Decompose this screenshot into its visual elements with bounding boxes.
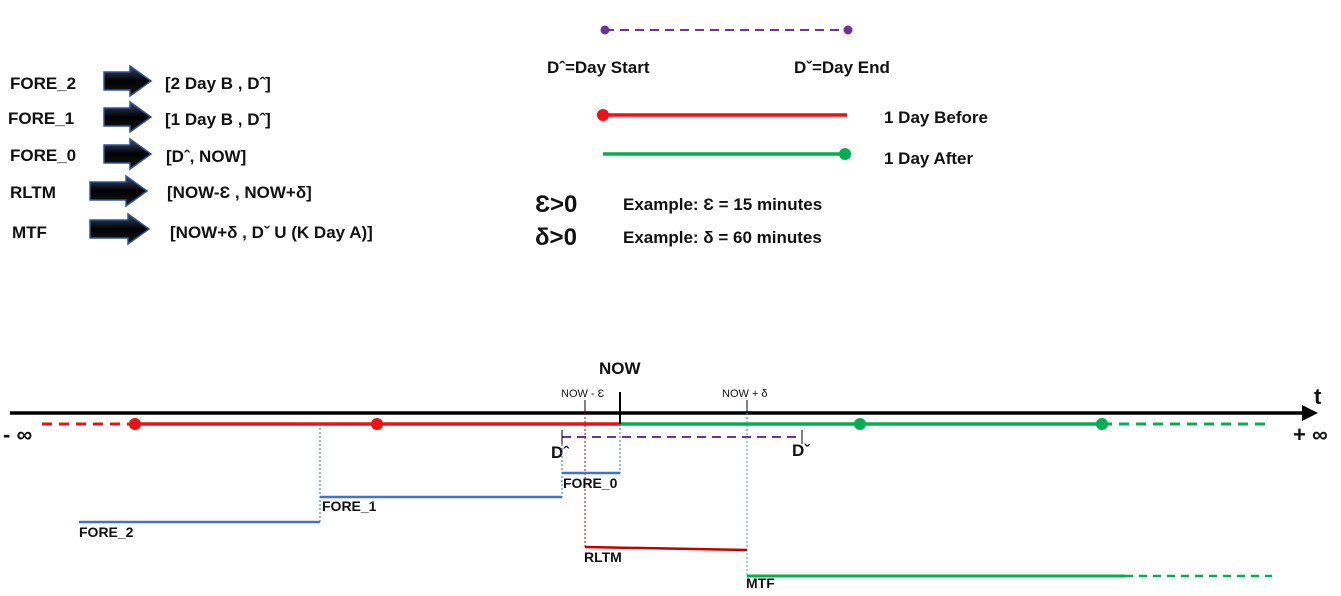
definitions-list: FORE_2 [2 Day B , Dˆ] FORE_1 [1 Day B , …	[8, 64, 373, 246]
now-minus-eps-label: NOW - Ɛ	[561, 388, 605, 400]
definition-rltm: RLTM [NOW-Ɛ , NOW+δ]	[10, 174, 312, 208]
definition-interval: [2 Day B , Dˆ]	[165, 74, 271, 93]
definition-interval: [1 Day B , Dˆ]	[165, 110, 271, 129]
green-dot-1-day-after	[854, 418, 866, 430]
mtf-label: MTF	[746, 575, 775, 591]
day-start-dot	[600, 25, 610, 35]
now-plus-delta-label: NOW + δ	[722, 388, 768, 400]
definition-interval: [Dˆ, NOW]	[166, 147, 246, 166]
definition-name: MTF	[12, 223, 47, 242]
day-end-dot	[843, 25, 853, 35]
definition-interval: [NOW-Ɛ , NOW+δ]	[167, 183, 312, 202]
timeline: t - ∞ + ∞ Dˆ Dˇ NOW NOW - Ɛ NOW + δ	[3, 359, 1328, 591]
red-dot-2-days-before	[129, 418, 141, 430]
fore-1-label: FORE_1	[322, 498, 377, 514]
epsilon-example: Example: Ɛ = 15 minutes	[623, 195, 822, 214]
definition-fore-2: FORE_2 [2 Day B , Dˆ]	[10, 64, 271, 98]
definition-name: RLTM	[10, 183, 56, 202]
day-after-label: 1 Day After	[884, 149, 974, 168]
definition-name: FORE_1	[8, 109, 74, 128]
rltm-bar	[584, 545, 748, 552]
pos-infinity-label: + ∞	[1293, 422, 1328, 447]
delta-condition: δ>0	[535, 224, 577, 251]
red-dot-1-day-before	[371, 418, 383, 430]
day-start-marker-label: Dˆ	[551, 443, 570, 462]
definition-fore-0: FORE_0 [Dˆ, NOW]	[10, 137, 246, 171]
day-end-marker-label: Dˇ	[792, 441, 811, 460]
day-end-label: Dˇ=Day End	[794, 58, 890, 77]
neg-infinity-label: - ∞	[3, 422, 32, 447]
arrow-right-icon	[89, 174, 149, 208]
arrow-right-icon	[89, 212, 151, 246]
fore-0-label: FORE_0	[563, 475, 618, 491]
epsilon-condition: Ɛ>0	[535, 191, 577, 218]
day-before-label: 1 Day Before	[884, 108, 988, 127]
definition-mtf: MTF [NOW+δ , Dˇ U (K Day A)]	[12, 212, 373, 246]
day-start-label: Dˆ=Day Start	[547, 58, 650, 77]
delta-example: Example: δ = 60 minutes	[623, 228, 822, 247]
definition-interval: [NOW+δ , Dˇ U (K Day A)]	[170, 223, 373, 242]
now-label: NOW	[599, 359, 642, 378]
day-before-dot	[597, 109, 609, 121]
rltm-label: RLTM	[584, 549, 622, 565]
fore-2-label: FORE_2	[79, 524, 134, 540]
definition-name: FORE_0	[10, 146, 76, 165]
definition-name: FORE_2	[10, 74, 76, 93]
arrow-right-icon	[103, 64, 153, 98]
arrow-right-icon	[103, 100, 153, 134]
day-after-dot	[839, 148, 851, 160]
axis-arrowhead-icon	[1302, 405, 1318, 421]
arrow-right-icon	[103, 137, 153, 171]
legend: Dˆ=Day Start Dˇ=Day End 1 Day Before 1 D…	[535, 25, 988, 251]
definition-fore-1: FORE_1 [1 Day B , Dˆ]	[8, 100, 271, 134]
axis-t-label: t	[1314, 384, 1322, 409]
green-dot-2-days-after	[1096, 418, 1108, 430]
